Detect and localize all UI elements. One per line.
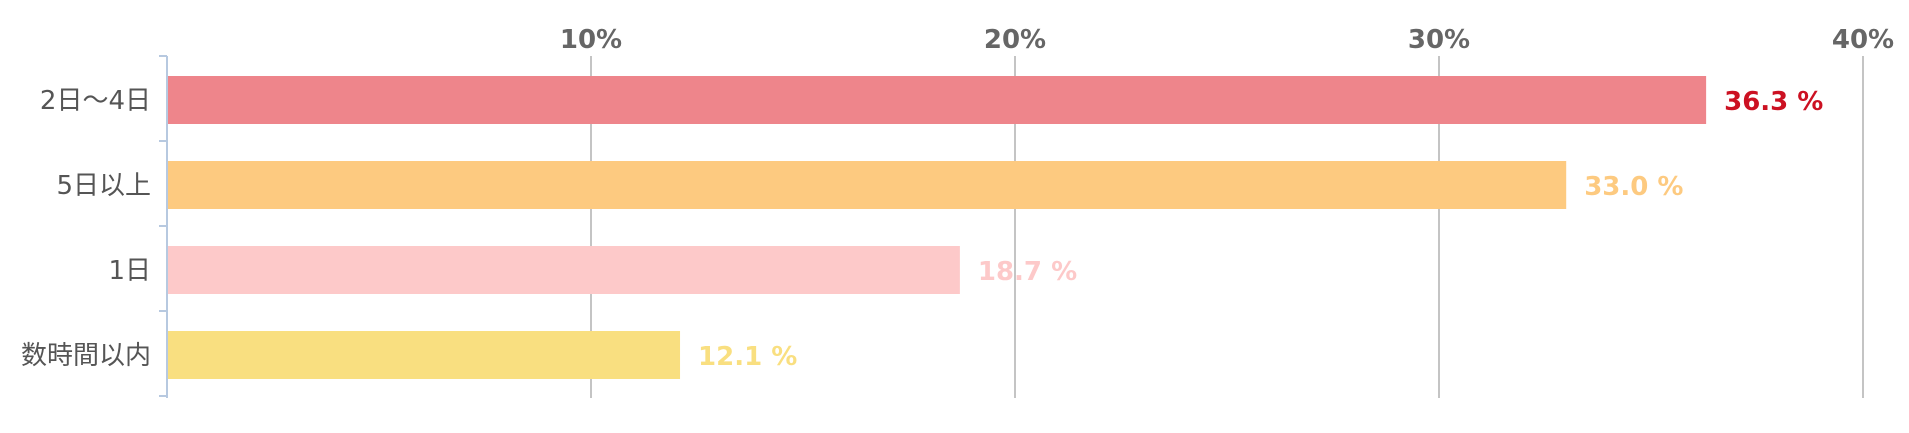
value-label: 33.0 % [1584,172,1683,202]
category-label: 5日以上 [56,171,151,201]
category-label: 1日 [108,256,151,286]
bar [168,76,1707,124]
x-tick-label: 30% [1408,25,1470,55]
bar [168,331,681,379]
y-axis [159,55,168,398]
bars [168,76,1707,379]
bar [168,161,1567,209]
value-labels: 36.3 % 33.0 % 18.7 % 12.1 % [698,87,1823,372]
x-tick-label: 10% [560,25,622,55]
category-label: 2日〜4日 [40,86,151,116]
x-tick-label: 40% [1832,25,1894,55]
value-label: 36.3 % [1724,87,1823,117]
value-label: 18.7 % [978,257,1077,287]
category-label: 数時間以内 [21,341,151,371]
bar [168,246,960,294]
x-axis-ticks: 10% 20% 30% 40% [560,25,1894,55]
x-tick-label: 20% [984,25,1046,55]
value-label: 12.1 % [698,342,797,372]
